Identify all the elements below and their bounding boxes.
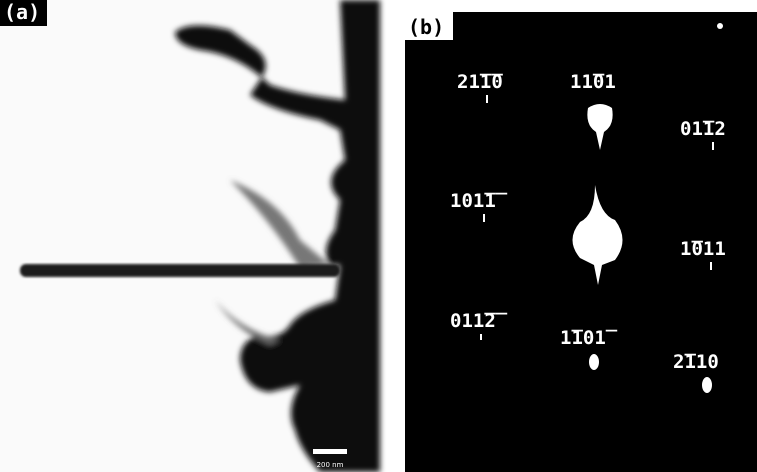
spot: [480, 334, 482, 340]
spot-index: 21̅1̅0: [457, 71, 503, 93]
spot: [712, 142, 714, 150]
spot-index: 1̅011: [680, 238, 726, 260]
spot: [710, 262, 712, 270]
spot: [486, 95, 488, 103]
spot: [717, 23, 723, 29]
spot-index: 2̅110: [673, 351, 719, 373]
spot-index: 11̅01: [570, 71, 616, 93]
panel-b: (b) 21̅1̅0 11̅01 01̅12 101̅1̅ 1̅011 011̅…: [405, 12, 757, 472]
spot: [589, 354, 599, 370]
scale-bar: [313, 449, 347, 454]
spot: [702, 377, 712, 393]
figure: (a) 200 nm (b) 21̅1̅0 11̅01 01̅12 101̅1̅…: [0, 0, 757, 472]
panel-a: (a) 200 nm: [0, 0, 380, 472]
nanorod: [20, 264, 340, 277]
panel-label: (a): [4, 0, 40, 24]
scale-bar-label: 200 nm: [317, 461, 344, 469]
spot-index: 01̅12: [680, 118, 726, 140]
spot: [483, 214, 485, 222]
panel-label: (b): [408, 15, 444, 39]
